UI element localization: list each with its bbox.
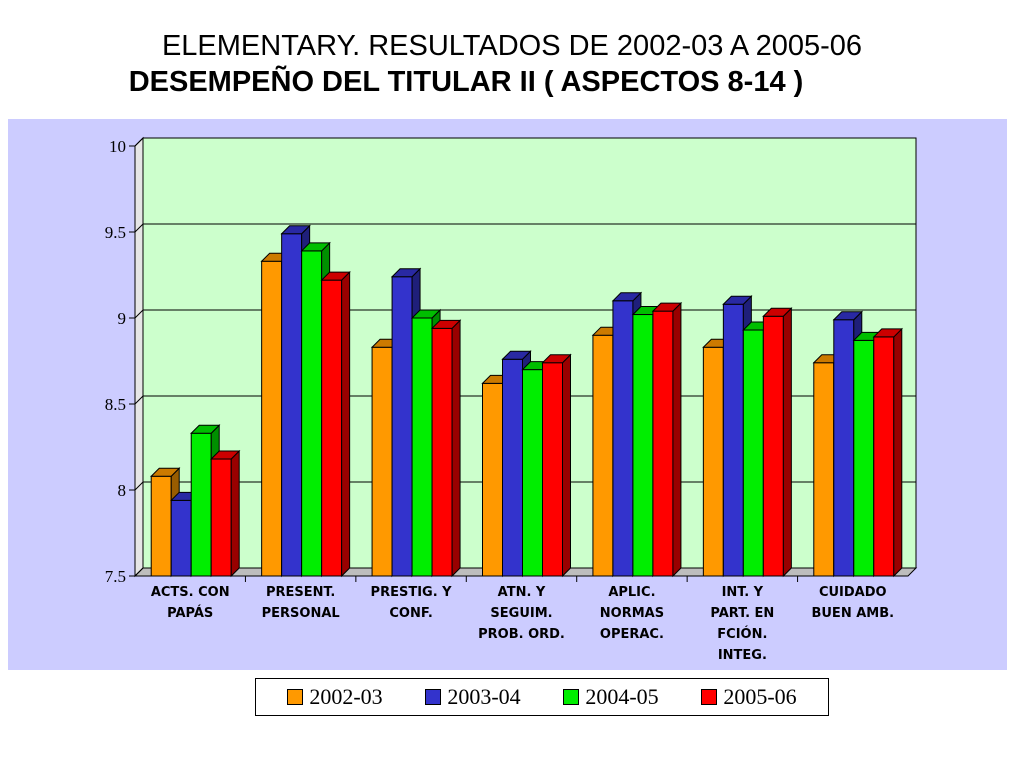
gridline	[134, 137, 916, 147]
x-category-label: SEGUIM.	[490, 606, 552, 621]
x-category-label: PERSONAL	[262, 606, 340, 621]
x-category-label: ATN. Y	[498, 585, 546, 600]
legend-swatch	[287, 689, 304, 705]
bar-side	[672, 301, 682, 578]
bar	[190, 432, 212, 577]
bar	[150, 475, 172, 577]
legend-item: 2003-04	[425, 684, 521, 710]
bar	[502, 358, 523, 577]
bar	[873, 336, 895, 577]
x-category-label: CONF.	[389, 606, 432, 621]
bar	[301, 250, 323, 577]
x-category-label: PART. EN	[710, 606, 774, 621]
legend-swatch	[701, 689, 718, 705]
legend-item: 2004-05	[563, 684, 659, 710]
bar-top	[410, 309, 442, 319]
bar-top	[430, 319, 462, 329]
bar-top	[150, 467, 181, 477]
bar	[762, 315, 784, 577]
x-category-label: PRESTIG. Y	[371, 585, 453, 600]
title-line-2: DESEMPEÑO DEL TITULAR II ( ASPECTOS 8-14…	[128, 66, 804, 98]
bar-top	[501, 350, 532, 360]
x-category-label: INT. Y	[722, 585, 764, 600]
bar	[482, 382, 503, 577]
bar	[833, 319, 855, 577]
bar-top	[722, 295, 753, 305]
legend-item: 2002-03	[287, 684, 383, 710]
legend-swatch	[425, 689, 442, 705]
x-category-label: CUIDADO	[819, 585, 887, 600]
bar-top	[651, 302, 683, 312]
chart-title: ELEMENTARY. RESULTADOS DE 2002-03 A 2005…	[0, 28, 1024, 100]
x-category-label: ACTS. CON	[151, 585, 230, 600]
bar-top	[210, 450, 241, 460]
bar	[592, 334, 614, 577]
bar	[612, 300, 634, 577]
x-category-label: BUEN AMB.	[811, 606, 894, 621]
bar-top	[190, 424, 221, 434]
bar	[813, 362, 835, 577]
bar	[210, 458, 232, 577]
y-tick-label: 9	[118, 309, 127, 328]
legend-label: 2004-05	[585, 684, 659, 709]
bar	[391, 276, 413, 577]
x-category-label: APLIC.	[608, 585, 655, 600]
bar	[722, 303, 744, 577]
legend-label: 2005-06	[723, 684, 797, 709]
bar-side	[341, 270, 351, 578]
x-category-label: PRESENT.	[266, 585, 335, 600]
bar	[170, 499, 192, 577]
bar	[542, 362, 563, 577]
x-category-label: FCIÓN.	[717, 626, 767, 642]
gridline	[134, 223, 916, 233]
bar-side	[562, 353, 571, 578]
y-tick-label: 10	[109, 137, 126, 156]
bar-side	[893, 327, 903, 578]
x-category-label: OPERAC.	[600, 627, 664, 642]
bar	[281, 233, 303, 577]
bar-side	[230, 449, 240, 578]
y-tick-label: 9.5	[105, 223, 126, 242]
bar	[652, 310, 674, 577]
bar-side	[782, 307, 792, 578]
title-line-1: ELEMENTARY. RESULTADOS DE 2002-03 A 2005…	[161, 30, 863, 62]
bar-top	[872, 328, 903, 338]
legend-label: 2002-03	[309, 684, 383, 709]
x-category-label: INTEG.	[718, 648, 767, 663]
bar-top	[300, 242, 331, 252]
x-category-label: PAPÁS	[167, 605, 213, 621]
bar-top	[390, 268, 422, 278]
bar-top	[280, 225, 311, 235]
bar	[321, 279, 343, 577]
bar-top	[320, 271, 351, 281]
legend-swatch	[563, 689, 580, 705]
bar	[411, 317, 433, 577]
plot-side-wall	[134, 136, 144, 578]
bar	[371, 346, 393, 577]
bar	[522, 369, 543, 577]
y-tick-label: 7.5	[105, 567, 126, 586]
y-tick-label: 8	[118, 481, 127, 500]
bar-side	[451, 319, 461, 578]
x-category-label: NORMAS	[600, 606, 664, 621]
legend-item: 2005-06	[701, 684, 797, 710]
bar	[431, 327, 453, 577]
bar-top	[541, 354, 572, 364]
chart-legend: 2002-03 2003-04 2004-05 2005-06	[255, 678, 829, 716]
bar	[702, 346, 724, 577]
bar-top	[611, 292, 643, 302]
bar-top	[832, 311, 863, 321]
bar-top	[762, 307, 793, 317]
bar	[742, 329, 764, 577]
x-category-label: PROB. ORD.	[478, 627, 565, 642]
legend-label: 2003-04	[447, 684, 521, 709]
bar	[261, 260, 283, 577]
bar	[853, 339, 875, 577]
y-tick-label: 8.5	[105, 395, 126, 414]
bar	[632, 314, 654, 577]
